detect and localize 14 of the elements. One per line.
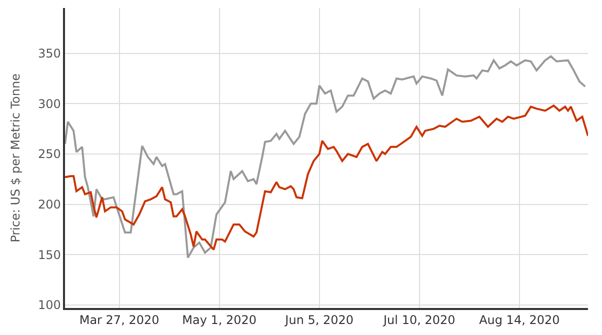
y-tick-label: 350	[38, 46, 61, 60]
x-tick-label: Mar 27, 2020	[79, 313, 160, 328]
y-tick-label: 300	[38, 96, 61, 111]
x-tick-label: Aug 14, 2020	[479, 313, 560, 328]
x-tick-label: Jul 10, 2020	[382, 313, 456, 328]
x-tick-label: May 1, 2020	[182, 313, 257, 328]
y-tick-label: 100	[38, 298, 61, 312]
line-series	[65, 55, 586, 259]
y-axis-title: Price: US $ per Metric Tonne	[8, 74, 23, 242]
line-series	[65, 104, 588, 251]
y-tick-label: 150	[38, 248, 61, 262]
y-tick-label: 200	[38, 198, 61, 212]
x-tick-label: Jun 5, 2020	[284, 313, 354, 328]
y-tick-label: 250	[38, 147, 61, 162]
